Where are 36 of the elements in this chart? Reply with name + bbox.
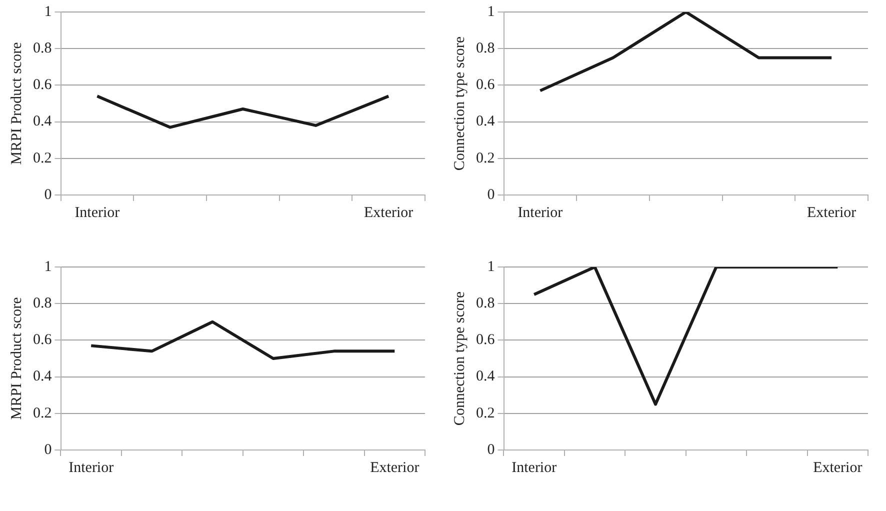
y-axis-title: MRPI Product score	[8, 42, 25, 165]
x-tick-label: Interior	[518, 204, 563, 221]
y-axis-title: Connection type score	[452, 36, 468, 171]
y-tick-label: 0.6	[33, 77, 52, 94]
x-tick-label: Interior	[512, 460, 557, 476]
y-tick-label: 0.8	[476, 40, 495, 57]
x-tick-label: Exterior	[806, 204, 856, 221]
x-tick-label: Interior	[68, 460, 114, 476]
y-tick-label: 0.6	[33, 332, 52, 348]
y-tick-label: 0.2	[33, 150, 52, 166]
x-tick-label: Interior	[74, 204, 120, 221]
y-tick-label: 0.8	[33, 296, 52, 312]
y-tick-label: 0.4	[476, 368, 496, 385]
x-tick-label: Exterior	[370, 460, 420, 476]
y-tick-label: 0.8	[33, 40, 52, 57]
y-tick-label: 0.8	[476, 296, 495, 312]
y-tick-label: 0	[487, 442, 495, 458]
y-axis-title: Connection type score	[452, 291, 468, 426]
x-tick-label: Exterior	[813, 460, 862, 476]
y-tick-label: 0	[487, 186, 495, 203]
y-tick-label: 0.4	[33, 368, 52, 385]
y-tick-label: 0.2	[476, 405, 495, 422]
y-tick-label: 0.4	[476, 114, 496, 130]
y-tick-label: 0.2	[33, 405, 52, 422]
y-tick-label: 1	[44, 258, 52, 275]
y-tick-label: 1	[487, 258, 495, 275]
y-tick-label: 0.6	[476, 332, 496, 348]
y-axis-title: MRPI Product score	[8, 296, 25, 420]
y-tick-label: 1	[44, 4, 52, 20]
y-tick-label: 0.4	[33, 114, 52, 130]
y-tick-label: 0	[44, 442, 52, 458]
y-tick-label: 0	[44, 186, 52, 203]
y-tick-label: 0.6	[476, 77, 496, 94]
y-tick-label: 1	[487, 4, 495, 20]
x-tick-label: Exterior	[364, 204, 414, 221]
y-tick-label: 0.2	[476, 150, 495, 166]
